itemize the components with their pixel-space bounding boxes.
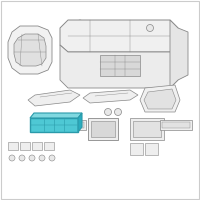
Polygon shape (32, 142, 42, 150)
Circle shape (77, 20, 83, 26)
Circle shape (39, 155, 45, 161)
Polygon shape (74, 120, 86, 130)
Circle shape (19, 155, 25, 161)
Polygon shape (8, 142, 18, 150)
Polygon shape (145, 143, 158, 155)
Circle shape (49, 155, 55, 161)
Polygon shape (88, 118, 118, 140)
Polygon shape (83, 90, 138, 103)
Polygon shape (160, 120, 192, 130)
Polygon shape (100, 55, 140, 76)
Polygon shape (162, 122, 190, 128)
Circle shape (114, 108, 122, 116)
Polygon shape (60, 20, 178, 52)
Circle shape (29, 155, 35, 161)
Polygon shape (91, 121, 115, 137)
Polygon shape (60, 45, 178, 88)
Polygon shape (14, 34, 46, 66)
Polygon shape (130, 118, 164, 140)
Polygon shape (44, 142, 54, 150)
Polygon shape (60, 120, 72, 130)
Polygon shape (133, 121, 161, 137)
Polygon shape (20, 142, 30, 150)
Polygon shape (30, 113, 82, 118)
Polygon shape (76, 122, 84, 128)
Circle shape (104, 108, 112, 116)
Polygon shape (28, 90, 80, 106)
Polygon shape (140, 85, 180, 112)
Polygon shape (78, 113, 82, 132)
Polygon shape (130, 143, 143, 155)
Ellipse shape (177, 52, 187, 68)
Polygon shape (62, 122, 70, 128)
Circle shape (9, 155, 15, 161)
Polygon shape (170, 20, 188, 88)
Polygon shape (144, 89, 176, 109)
Polygon shape (30, 118, 78, 132)
Circle shape (146, 24, 154, 31)
Polygon shape (8, 26, 52, 74)
